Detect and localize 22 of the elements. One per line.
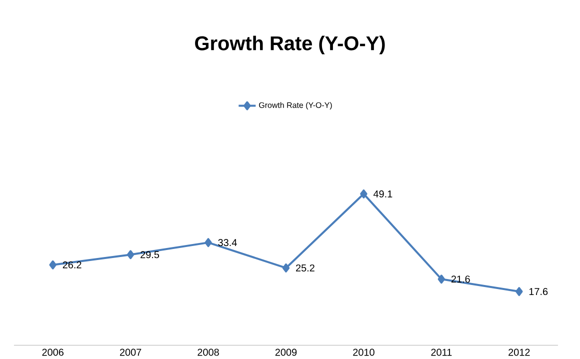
point (438, 274, 446, 284)
point (49, 260, 56, 270)
x-tick-label: 2007 (120, 348, 142, 356)
x-tick-label: 2010 (353, 348, 374, 356)
data-label: 25.2 (296, 264, 314, 272)
point (204, 238, 212, 247)
point (360, 189, 368, 198)
x-tick-label: 2008 (198, 348, 219, 356)
point (516, 286, 523, 296)
data-label: 17.6 (529, 288, 548, 295)
data-label: 49.1 (373, 190, 392, 198)
point (282, 263, 290, 272)
chart-title: Growth Rate (Y-O-Y) (195, 36, 385, 54)
x-tick-label: 2012 (508, 348, 530, 356)
point (126, 250, 134, 260)
x-tick-label: 2009 (275, 348, 297, 356)
data-label: 21.6 (451, 276, 470, 283)
x-tick-label: 2011 (431, 348, 452, 356)
x-tick-label: 2006 (42, 348, 64, 356)
data-label: 33.4 (218, 238, 237, 246)
data-label: 29.5 (140, 251, 160, 258)
data-label: 26.2 (62, 261, 82, 268)
